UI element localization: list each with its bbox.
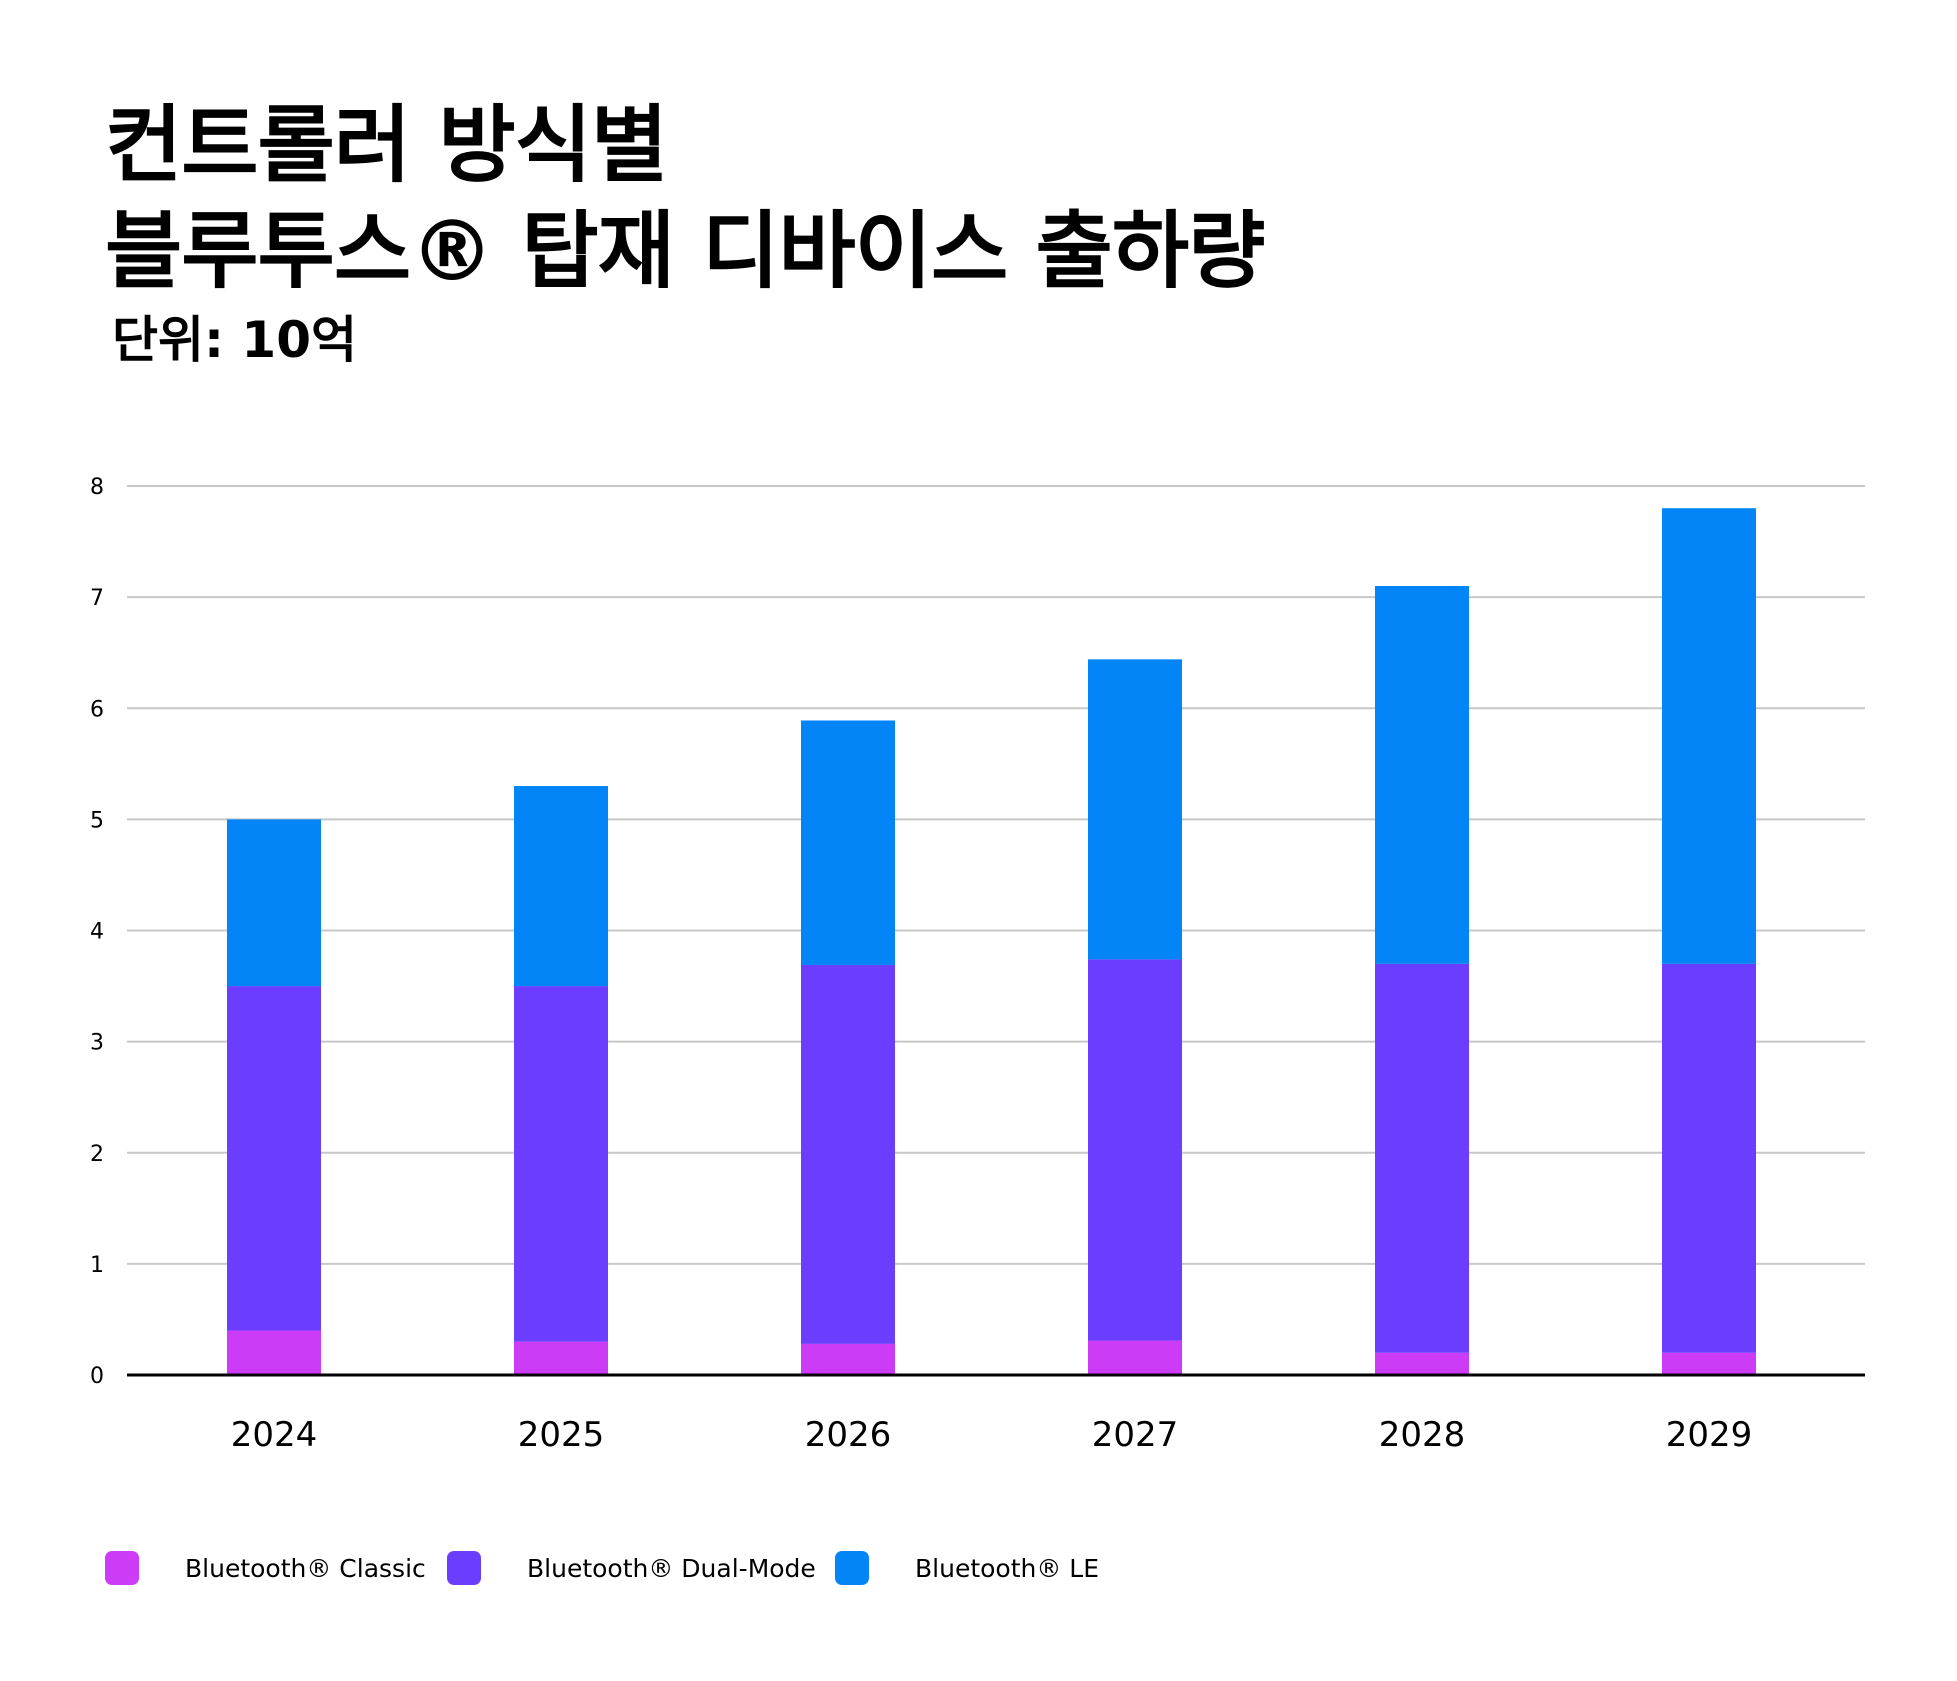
x-tick-label: 2027 [1092, 1415, 1179, 1455]
bar-segment-2028-series-1 [1375, 1352, 1469, 1375]
bar-segment-2028-series-2 [1375, 963, 1469, 1353]
bar-segment-2029-series-3 [1662, 508, 1756, 964]
chart-title-line-2: 블루투스® 탑재 디바이스 출하량 [105, 202, 1265, 300]
bar-segment-2025-series-1 [514, 1341, 608, 1375]
chart-subtitle: 단위: 10억 [112, 311, 357, 369]
x-tick-label: 2026 [805, 1415, 892, 1455]
stacked-bar-chart: 0 1 2 3 4 5 6 7 8 2024 2025 2026 2027 2028 2029 [90, 475, 1865, 1455]
bar-segment-2027-series-3 [1088, 659, 1182, 960]
legend: Bluetooth® Classic Bluetooth® Dual-Mode Bl… [0, 1538, 1957, 1598]
y-tick-label: 5 [90, 808, 104, 833]
x-tick-label: 2029 [1666, 1415, 1753, 1455]
chart-title-line-1: 컨트롤러 방식별 [105, 96, 668, 194]
bar-segment-2027-series-2 [1088, 959, 1182, 1341]
legend-label: Bluetooth® Classic [185, 1553, 426, 1583]
bar-segment-2026-series-2 [801, 964, 895, 1344]
bar-segment-2028-series-3 [1375, 586, 1469, 964]
bar-segment-2026-series-3 [801, 720, 895, 965]
y-tick-label: 4 [90, 920, 104, 945]
y-tick-label: 2 [90, 1142, 104, 1167]
y-tick-label: 7 [90, 586, 104, 611]
legend-swatch [835, 1551, 869, 1585]
bar-segment-2029-series-1 [1662, 1352, 1756, 1375]
y-tick-label: 3 [90, 1031, 104, 1056]
bar-segment-2024-series-2 [227, 986, 321, 1331]
legend-swatch [447, 1551, 481, 1585]
legend-label: Bluetooth® Dual-Mode [527, 1553, 816, 1583]
legend-item: Bluetooth® Dual-Mode [447, 1538, 816, 1598]
bar-segment-2027-series-1 [1088, 1340, 1182, 1375]
x-tick-label: 2024 [231, 1415, 318, 1455]
legend-swatch [105, 1551, 139, 1585]
x-tick-label: 2025 [518, 1415, 605, 1455]
y-tick-label: 8 [90, 475, 104, 500]
y-tick-label: 1 [90, 1253, 104, 1278]
bar-segment-2029-series-2 [1662, 963, 1756, 1353]
y-tick-label: 0 [90, 1364, 104, 1389]
bars [227, 508, 1756, 1375]
gridlines [127, 485, 1865, 1265]
y-axis-ticks: 0 1 2 3 4 5 6 7 8 [90, 475, 104, 1389]
x-axis-ticks: 2024 2025 2026 2027 2028 2029 [231, 1415, 1753, 1455]
bar-segment-2024-series-3 [227, 819, 321, 987]
legend-label: Bluetooth® LE [915, 1553, 1100, 1583]
bar-segment-2025-series-3 [514, 786, 608, 987]
legend-item: Bluetooth® LE [835, 1538, 1099, 1598]
chart-title: 컨트롤러 방식별 블루투스® 탑재 디바이스 출하량 [105, 92, 1265, 304]
bar-segment-2024-series-1 [227, 1330, 321, 1375]
bar-segment-2025-series-2 [514, 986, 608, 1342]
x-tick-label: 2028 [1379, 1415, 1466, 1455]
bar-segment-2026-series-1 [801, 1343, 895, 1375]
y-tick-label: 6 [90, 697, 104, 722]
legend-item: Bluetooth® Classic [105, 1538, 426, 1598]
